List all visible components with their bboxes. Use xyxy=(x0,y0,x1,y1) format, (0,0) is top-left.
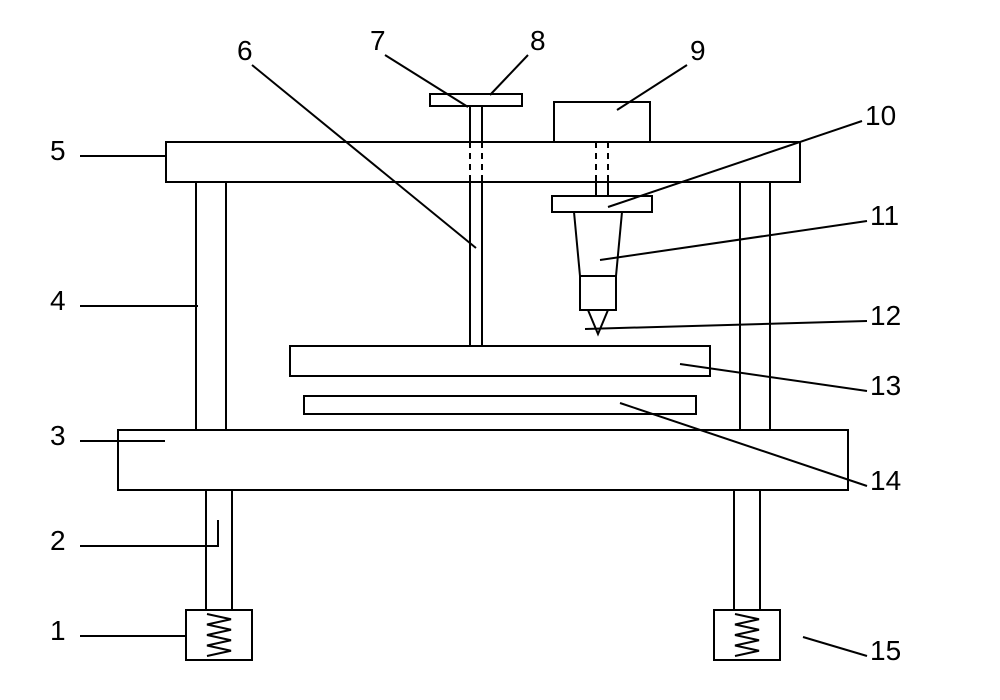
motor-body xyxy=(554,102,650,142)
label-11: 11 xyxy=(870,200,899,231)
label-4: 4 xyxy=(50,285,66,316)
label-5: 5 xyxy=(50,135,66,166)
right-column xyxy=(740,182,770,430)
leader-11 xyxy=(600,221,867,260)
tool-block xyxy=(574,212,622,276)
label-9: 9 xyxy=(690,35,706,66)
label-1: 1 xyxy=(50,615,66,646)
shaft-top xyxy=(470,106,482,142)
label-12: 12 xyxy=(870,300,901,331)
leader-15 xyxy=(803,637,867,656)
cap-plate xyxy=(430,94,522,106)
tool-tip xyxy=(588,310,608,334)
motor-shaft xyxy=(596,182,608,196)
shaft xyxy=(470,182,482,346)
left-column xyxy=(196,182,226,430)
label-2: 2 xyxy=(50,525,66,556)
label-3: 3 xyxy=(50,420,66,451)
label-8: 8 xyxy=(530,25,546,56)
leader-2 xyxy=(80,520,218,546)
engineering-diagram: 123456789101112131415 xyxy=(0,0,1000,700)
leader-8 xyxy=(490,55,528,95)
label-6: 6 xyxy=(237,35,253,66)
press-plate xyxy=(290,346,710,376)
label-13: 13 xyxy=(870,370,901,401)
leader-13 xyxy=(680,364,867,391)
base-beam xyxy=(118,430,848,490)
label-15: 15 xyxy=(870,635,901,666)
flange xyxy=(552,196,652,212)
chuck xyxy=(580,276,616,310)
label-7: 7 xyxy=(370,25,386,56)
leader-7 xyxy=(385,55,468,107)
label-10: 10 xyxy=(865,100,896,131)
leader-9 xyxy=(617,65,687,110)
work-plate xyxy=(304,396,696,414)
label-14: 14 xyxy=(870,465,901,496)
leader-12 xyxy=(585,321,867,329)
